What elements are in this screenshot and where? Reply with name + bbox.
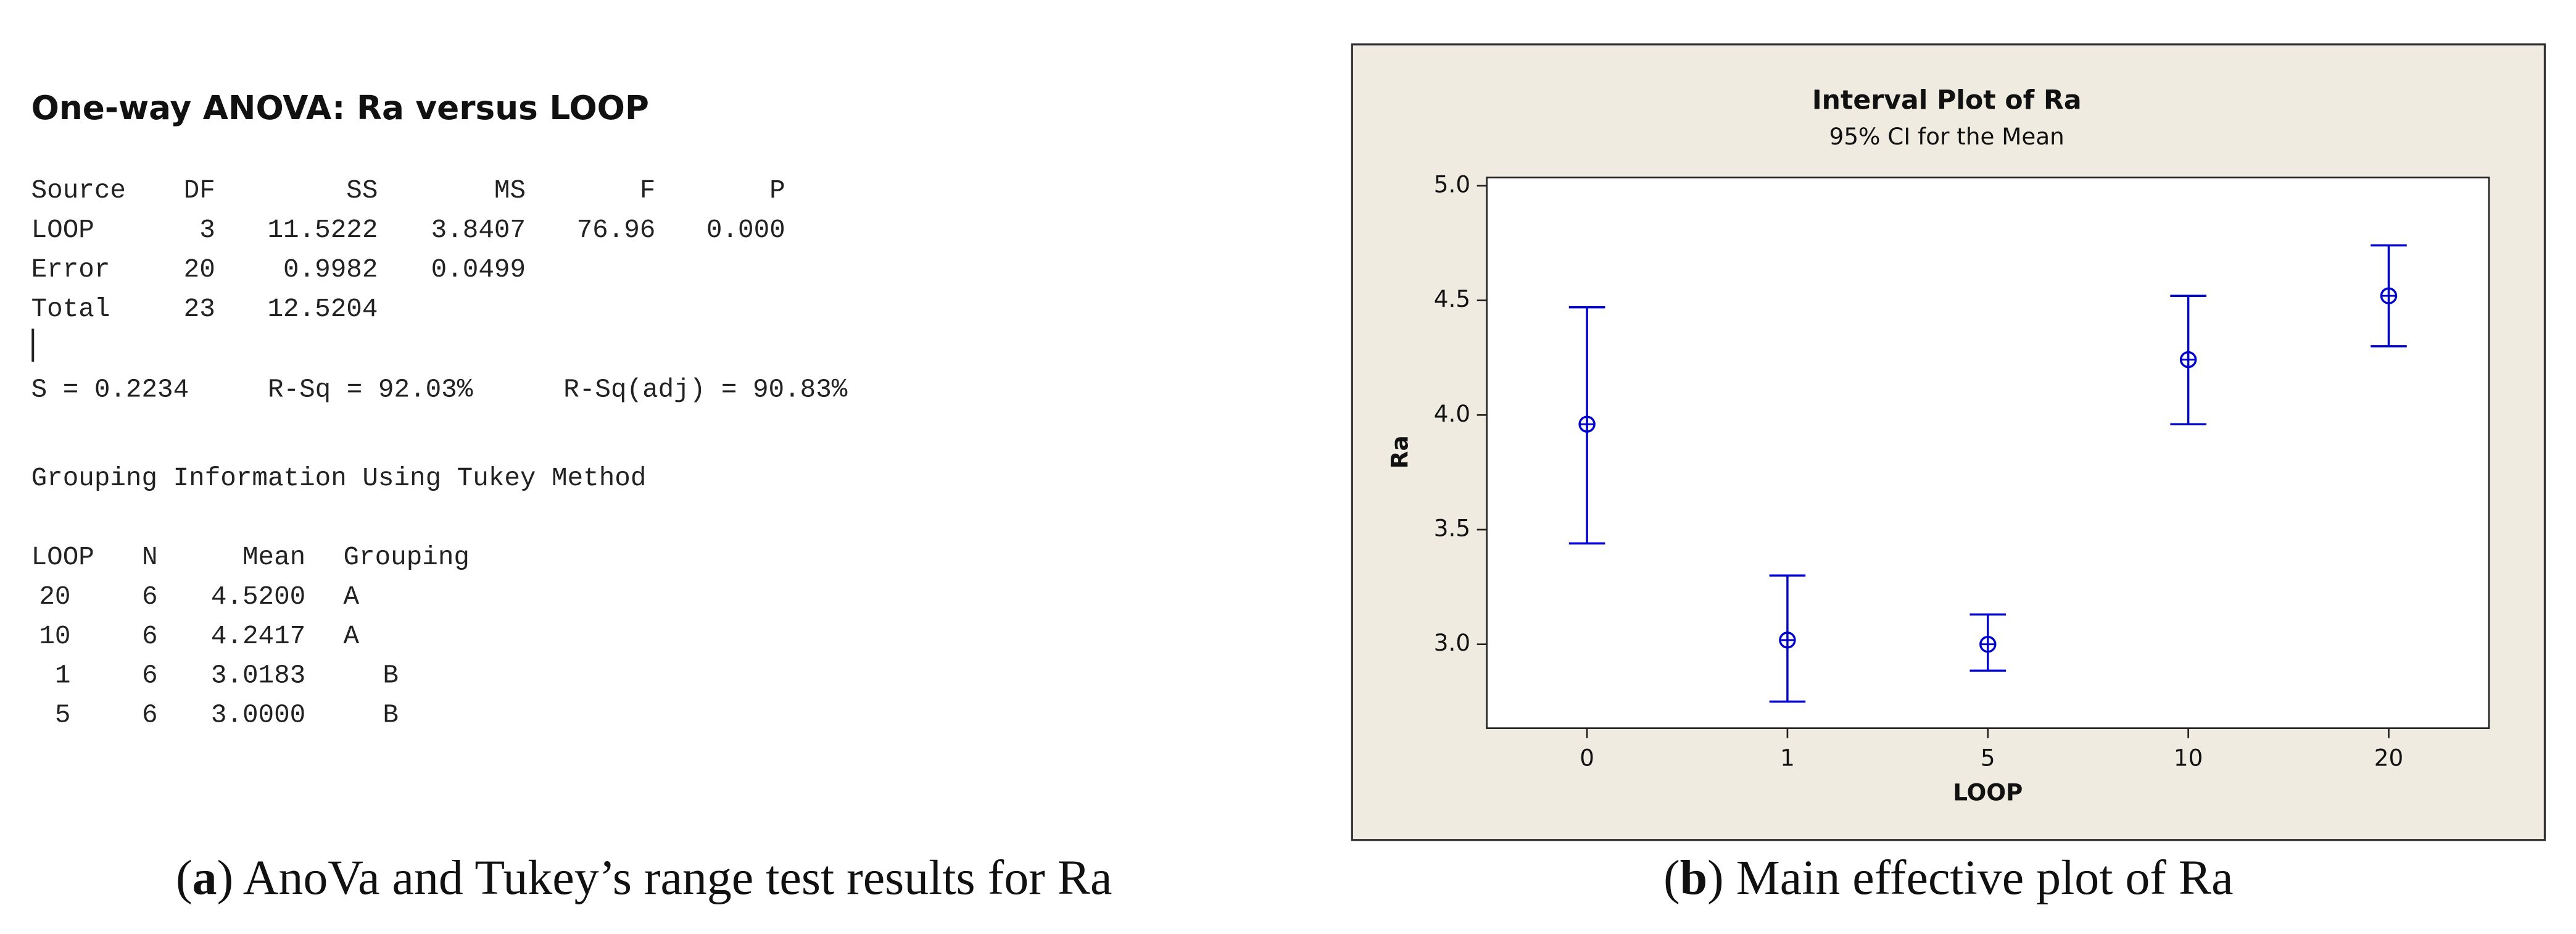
- table-cell: 0.000: [706, 215, 785, 245]
- table-cell: Total: [31, 294, 110, 324]
- caption-open: (: [176, 851, 193, 905]
- summary-stat: R-Sq(adj) = 90.83%: [563, 375, 848, 404]
- grouping-cell: A: [343, 622, 359, 651]
- grouping-cell: 20: [39, 582, 70, 612]
- caption-label: a: [193, 851, 217, 905]
- caption-a: (a) AnoVa and Tukey’s range test results…: [176, 851, 1112, 905]
- table-header: Source: [31, 176, 126, 206]
- grouping-cell: 6: [142, 622, 158, 651]
- chart-title: Interval Plot of Ra: [1812, 85, 2082, 116]
- x-tick-label: 0: [1580, 744, 1594, 772]
- table-cell: 3.8407: [431, 215, 526, 245]
- grouping-cell: A: [343, 582, 359, 612]
- caption-text: ) Main effective plot of Ra: [1707, 851, 2233, 905]
- y-axis-label: Ra: [1386, 435, 1414, 469]
- caption-open: (: [1663, 851, 1680, 905]
- caption-text: ) AnoVa and Tukey’s range test results f…: [217, 851, 1112, 905]
- x-tick-label: 5: [1981, 744, 1995, 772]
- table-cell: 0.9982: [283, 255, 378, 285]
- grouping-header: LOOP: [31, 543, 94, 572]
- y-tick-label: 3.0: [1434, 629, 1470, 656]
- chart-subtitle: 95% CI for the Mean: [1829, 123, 2065, 150]
- grouping-cell: 6: [142, 661, 158, 691]
- grouping-cell: B: [383, 701, 399, 730]
- summary-stat: S = 0.2234: [31, 375, 189, 404]
- table-header: DF: [184, 176, 215, 206]
- table-header: P: [769, 176, 785, 206]
- table-cell: 12.5204: [267, 294, 378, 324]
- grouping-cell: 3.0000: [211, 701, 305, 730]
- table-cell: Error: [31, 255, 110, 285]
- x-axis-label: LOOP: [1953, 779, 2023, 806]
- grouping-header: Grouping: [343, 543, 469, 572]
- y-tick-label: 4.0: [1434, 400, 1470, 427]
- grouping-header: N: [142, 543, 158, 572]
- grouping-header: Mean: [242, 543, 305, 572]
- y-tick-label: 4.5: [1434, 285, 1470, 312]
- y-tick-label: 5.0: [1434, 170, 1470, 198]
- grouping-cell: 10: [39, 622, 70, 651]
- table-cell: 3: [199, 215, 215, 245]
- grouping-cell: 4.5200: [211, 582, 305, 612]
- table-cell: 0.0499: [431, 255, 526, 285]
- anova-title: One-way ANOVA: Ra versus LOOP: [31, 89, 649, 127]
- table-cell: LOOP: [31, 215, 94, 245]
- caption-label: b: [1680, 851, 1707, 905]
- summary-stat: R-Sq = 92.03%: [268, 375, 473, 404]
- table-cell: 11.5222: [267, 215, 378, 245]
- table-cell: 76.96: [577, 215, 656, 245]
- table-cell: 23: [184, 294, 215, 324]
- grouping-cell: 5: [55, 701, 71, 730]
- x-tick-label: 20: [2374, 744, 2403, 772]
- grouping-cell: 1: [55, 661, 71, 691]
- x-tick-label: 10: [2174, 744, 2203, 772]
- grouping-title: Grouping Information Using Tukey Method: [31, 464, 647, 493]
- table-header: SS: [346, 176, 378, 206]
- table-header: F: [640, 176, 656, 206]
- grouping-cell: 6: [142, 701, 158, 730]
- table-header: MS: [494, 176, 526, 206]
- grouping-cell: 3.0183: [211, 661, 305, 691]
- grouping-cell: 6: [142, 582, 158, 612]
- grouping-cell: B: [383, 661, 399, 691]
- x-tick-label: 1: [1780, 744, 1795, 772]
- y-tick-label: 3.5: [1434, 515, 1470, 542]
- table-cell: 20: [184, 255, 215, 285]
- grouping-cell: 4.2417: [211, 622, 305, 651]
- caption-b: (b) Main effective plot of Ra: [1663, 851, 2233, 905]
